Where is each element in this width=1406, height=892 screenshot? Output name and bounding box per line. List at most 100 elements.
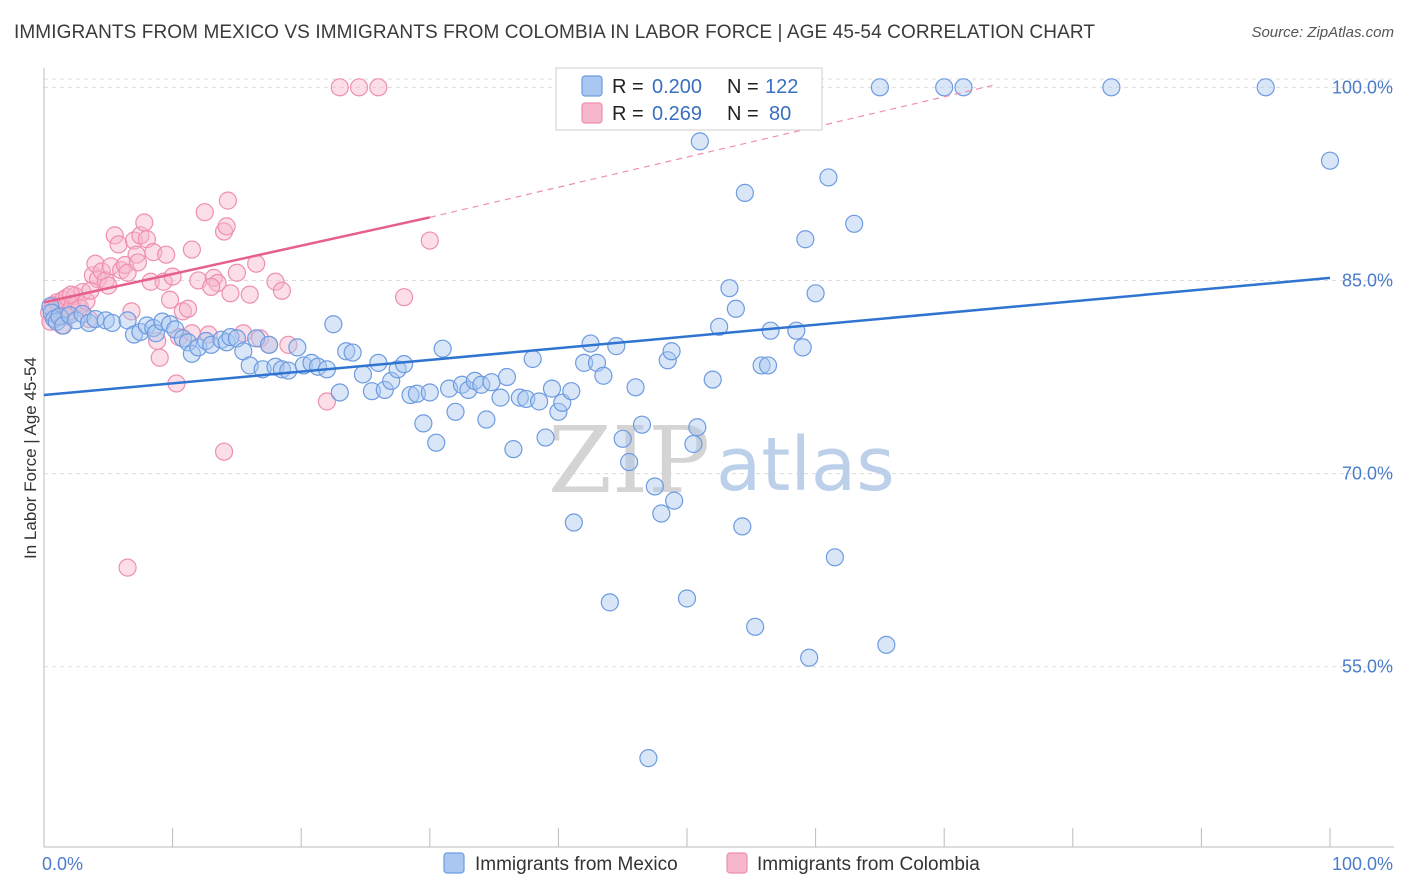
- mexico-point: [160, 315, 180, 334]
- mexico-point: [761, 321, 780, 340]
- chart-title: IMMIGRANTS FROM MEXICO VS IMMIGRANTS FRO…: [14, 22, 1096, 43]
- y-axis-label: In Labor Force | Age 45-54: [21, 357, 40, 559]
- mexico-point: [414, 414, 433, 433]
- mexico-point: [472, 375, 491, 394]
- mexico-point: [800, 648, 819, 667]
- mexico-point: [433, 339, 452, 358]
- mexico-point: [202, 335, 221, 354]
- colombia-point: [202, 277, 221, 296]
- mexico-point: [658, 351, 677, 370]
- mexico-point: [652, 504, 671, 523]
- colombia-point: [173, 302, 192, 321]
- x-tick-labels: 0.0% 100.0%: [42, 854, 1393, 874]
- mexico-point: [330, 383, 349, 402]
- mexico-point: [758, 356, 778, 375]
- mexico-point: [806, 284, 825, 303]
- mexico-point: [645, 477, 664, 496]
- mexico-point: [523, 349, 542, 369]
- colombia-trend-line-extension: [429, 84, 996, 218]
- bottom-legend-label-colombia: Immigrants from Colombia: [757, 854, 980, 875]
- mexico-point: [752, 356, 771, 375]
- mexico-point: [482, 373, 501, 392]
- mexico-point: [401, 385, 420, 405]
- mexico-point: [870, 78, 890, 97]
- mexico-point: [613, 429, 632, 448]
- mexico-point: [549, 402, 568, 421]
- colombia-point: [272, 281, 292, 300]
- legend-swatch-colombia: [581, 102, 603, 124]
- mexico-point: [562, 382, 581, 401]
- mexico-point: [362, 382, 382, 401]
- colombia-point: [240, 285, 259, 304]
- y-tick-label: 85.0%: [1342, 270, 1393, 290]
- mexico-point: [375, 380, 394, 400]
- mexico-point: [1102, 78, 1121, 97]
- colombia-point: [195, 203, 214, 222]
- mexico-point: [337, 342, 356, 361]
- colombia-point: [178, 299, 198, 318]
- mexico-point: [279, 361, 298, 380]
- legend-r-value-mexico: 0.200: [652, 76, 702, 98]
- colombia-point: [214, 222, 234, 241]
- colombia-point: [250, 329, 270, 348]
- mexico-points: [41, 78, 1340, 768]
- colombia-point: [349, 78, 369, 97]
- mexico-point: [178, 333, 198, 352]
- mexico-point: [796, 230, 815, 249]
- colombia-point: [160, 290, 180, 309]
- mexico-point: [746, 617, 765, 636]
- mexico-point: [530, 392, 549, 411]
- x-axis-ticks: [43, 828, 1331, 847]
- colombia-point: [118, 558, 137, 577]
- mexico-point: [477, 410, 496, 429]
- mexico-point: [491, 388, 510, 407]
- colombia-point: [128, 253, 147, 272]
- colombia-point: [109, 235, 128, 254]
- mexico-point: [662, 342, 681, 361]
- legend-r-value-colombia: 0.269: [652, 103, 702, 125]
- mexico-point: [935, 78, 954, 97]
- colombia-point: [182, 240, 201, 259]
- colombia-trend-line: [43, 216, 431, 304]
- mexico-point: [343, 343, 362, 362]
- mexico-point: [427, 433, 446, 452]
- colombia-point: [227, 263, 246, 282]
- mexico-point: [703, 370, 722, 389]
- bottom-legend-swatch-mexico: [443, 852, 465, 874]
- mexico-point: [688, 418, 707, 437]
- mexico-point: [564, 513, 583, 532]
- colombia-point: [369, 78, 388, 97]
- mexico-point: [542, 379, 562, 398]
- colombia-point: [122, 302, 141, 321]
- x-tick-label: 100.0%: [1332, 854, 1393, 874]
- mexico-point: [394, 355, 414, 374]
- mexico-point: [510, 388, 529, 407]
- legend-r-label-mexico: R =: [612, 76, 644, 98]
- bottom-legend-swatch-colombia: [726, 852, 748, 874]
- colombia-point: [330, 78, 349, 97]
- mexico-point: [735, 183, 754, 202]
- bottom-legend-label-mexico: Immigrants from Mexico: [475, 854, 678, 875]
- mexico-point: [710, 317, 729, 336]
- mexico-point: [575, 353, 594, 372]
- legend-box: R = 0.200 N = 122 R = 0.269 N = 80: [555, 67, 823, 131]
- mexico-point: [259, 335, 279, 354]
- colombia-point: [214, 442, 234, 461]
- legend-n-value-mexico: 122: [765, 76, 798, 98]
- mexico-point: [819, 168, 838, 187]
- colombia-point: [157, 245, 176, 264]
- mexico-point: [407, 384, 427, 403]
- colombia-point: [218, 191, 237, 210]
- colombia-point: [266, 272, 285, 291]
- mexico-point: [446, 402, 465, 421]
- mexico-point: [726, 299, 745, 318]
- mexico-trend-line: [43, 276, 1331, 397]
- mexico-point: [594, 366, 613, 385]
- mexico-point: [720, 279, 739, 298]
- mexico-point: [733, 517, 752, 536]
- mexico-point: [288, 338, 307, 357]
- colombia-point: [217, 217, 236, 236]
- colombia-point: [221, 284, 240, 303]
- legend-n-label-colombia: N =: [727, 103, 759, 125]
- watermark-atlas: atlas: [716, 422, 895, 508]
